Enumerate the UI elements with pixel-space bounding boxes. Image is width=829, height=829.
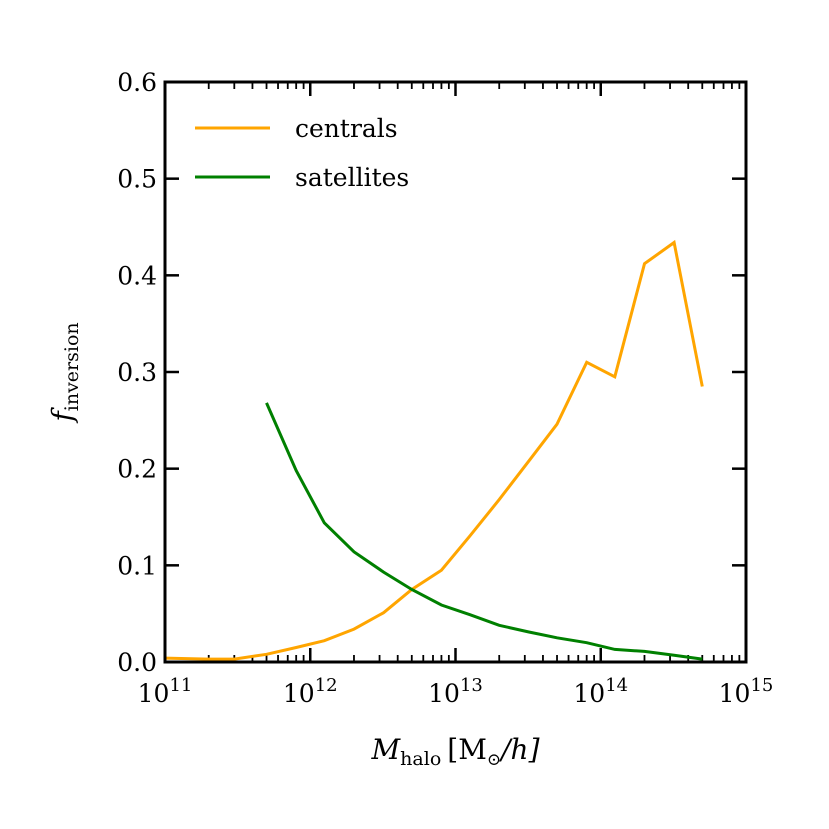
y-axis-label: finversion	[46, 322, 83, 423]
y-tick-label: 0.6	[117, 68, 157, 97]
x-axis-label-sub: halo	[400, 748, 441, 770]
tick-marks	[163, 80, 748, 664]
x-tick-label-exp: 12	[315, 675, 338, 696]
x-axis-label-units: [M	[447, 733, 487, 766]
x-tick-labels: 1011 1012 1013 1014 1015	[138, 675, 774, 708]
x-tick-label: 1015	[719, 675, 774, 708]
y-tick-label: 0.2	[117, 455, 157, 484]
x-axis-label-main: M	[371, 733, 402, 766]
x-tick-label-exp: 11	[169, 675, 192, 696]
x-axis-label-units-sub: ⊙	[487, 750, 501, 770]
x-tick-label: 1014	[573, 675, 628, 708]
x-tick-label-exp: 14	[605, 675, 628, 696]
series-line-centrals	[164, 239, 704, 661]
series-line-satellites	[265, 402, 703, 661]
y-tick-label: 0.5	[117, 165, 157, 194]
series-lines	[164, 239, 704, 661]
x-axis-label-units-tail: /h]	[498, 733, 539, 766]
x-tick-label: 1011	[138, 675, 193, 708]
x-tick-label: 1013	[428, 675, 483, 708]
y-tick-label: 0.0	[117, 648, 157, 677]
x-tick-label-base: 10	[138, 679, 170, 708]
plot-frame	[163, 80, 748, 664]
y-tick-label: 0.1	[117, 551, 157, 580]
y-tick-label: 0.4	[117, 261, 157, 290]
x-tick-label-base: 10	[719, 679, 751, 708]
x-tick-label-base: 10	[573, 679, 605, 708]
y-axis-label-sub: inversion	[61, 322, 83, 411]
x-tick-label-exp: 13	[460, 675, 483, 696]
y-tick-label: 0.3	[117, 358, 157, 387]
x-axis-label: Mhalo [M⊙/h]	[371, 733, 540, 770]
x-tick-label-exp: 15	[750, 675, 773, 696]
legend-label-centrals: centrals	[295, 114, 398, 143]
x-tick-label-base: 10	[283, 679, 315, 708]
x-tick-label-base: 10	[428, 679, 460, 708]
legend-label-satellites: satellites	[295, 163, 409, 192]
legend: centrals satellites	[195, 114, 409, 192]
x-tick-label: 1012	[283, 675, 338, 708]
y-tick-labels: 0.0 0.1 0.2 0.3 0.4 0.5 0.6	[117, 68, 157, 677]
